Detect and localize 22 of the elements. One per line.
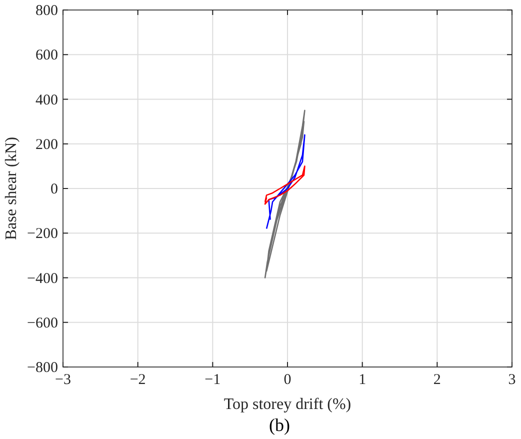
y-tick-label: −200 [27, 226, 58, 242]
x-tick-label: −1 [204, 372, 221, 388]
x-tick-label: −2 [130, 372, 146, 388]
line-series [264, 166, 306, 205]
x-tick-label: 0 [284, 372, 292, 388]
y-tick-label: −600 [27, 315, 58, 332]
x-tick-label: −3 [55, 372, 71, 388]
x-tick-label: 1 [358, 372, 366, 388]
line-series [266, 134, 306, 230]
y-tick-label: 600 [36, 48, 58, 64]
y-axis-title: Base shear (kN) [3, 136, 20, 240]
x-tick-label: 3 [508, 372, 516, 388]
line-series [264, 110, 306, 278]
y-tick-label: −800 [27, 360, 58, 376]
y-tick-label: −400 [27, 270, 58, 287]
x-axis-title: Top storey drift (%) [224, 396, 352, 413]
y-tick-label: 200 [36, 136, 58, 153]
y-tick-label: 0 [50, 182, 58, 198]
y-tick-label: 400 [36, 92, 58, 108]
y-tick-label: 800 [36, 3, 58, 19]
x-tick-label: 2 [433, 372, 441, 388]
text: (b) [269, 415, 290, 435]
